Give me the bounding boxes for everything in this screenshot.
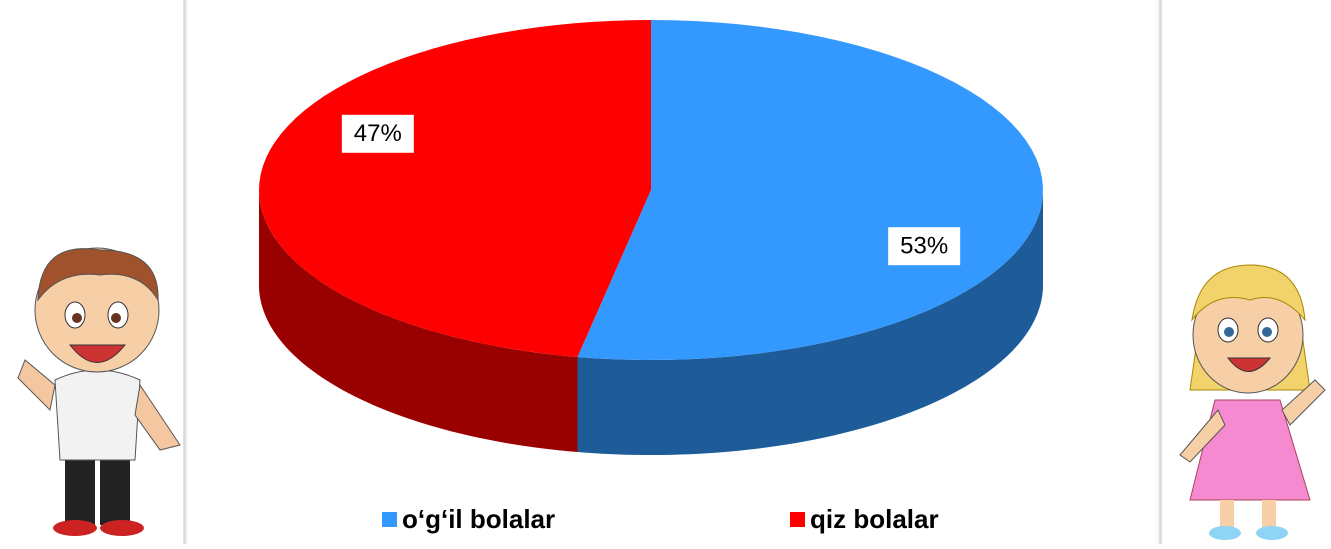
value-label: 47% bbox=[354, 120, 402, 147]
legend-swatch bbox=[382, 512, 397, 527]
legend-label: qiz bolalar bbox=[810, 504, 939, 534]
legend-label: o‘g‘il bolalar bbox=[402, 504, 555, 534]
panel-shadow bbox=[183, 0, 191, 544]
legend-swatch bbox=[790, 512, 805, 527]
panel-shadow bbox=[1154, 0, 1162, 544]
girl-illustration bbox=[1180, 265, 1325, 540]
boy-illustration bbox=[18, 248, 180, 536]
chart: 53% 47% o‘g‘il bolalar qiz bolalar bbox=[0, 0, 1331, 544]
value-label: 53% bbox=[900, 233, 948, 260]
